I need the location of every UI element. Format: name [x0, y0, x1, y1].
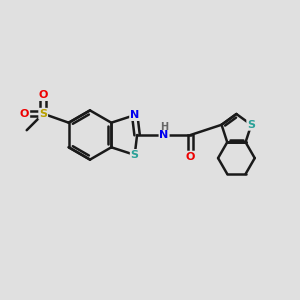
- Text: N: N: [160, 130, 169, 140]
- Text: O: O: [20, 109, 29, 119]
- Text: S: S: [131, 150, 139, 160]
- Text: S: S: [247, 120, 255, 130]
- Text: O: O: [38, 90, 48, 100]
- Text: S: S: [39, 109, 47, 119]
- Text: N: N: [130, 110, 139, 120]
- Text: O: O: [186, 152, 195, 162]
- Text: H: H: [160, 122, 168, 132]
